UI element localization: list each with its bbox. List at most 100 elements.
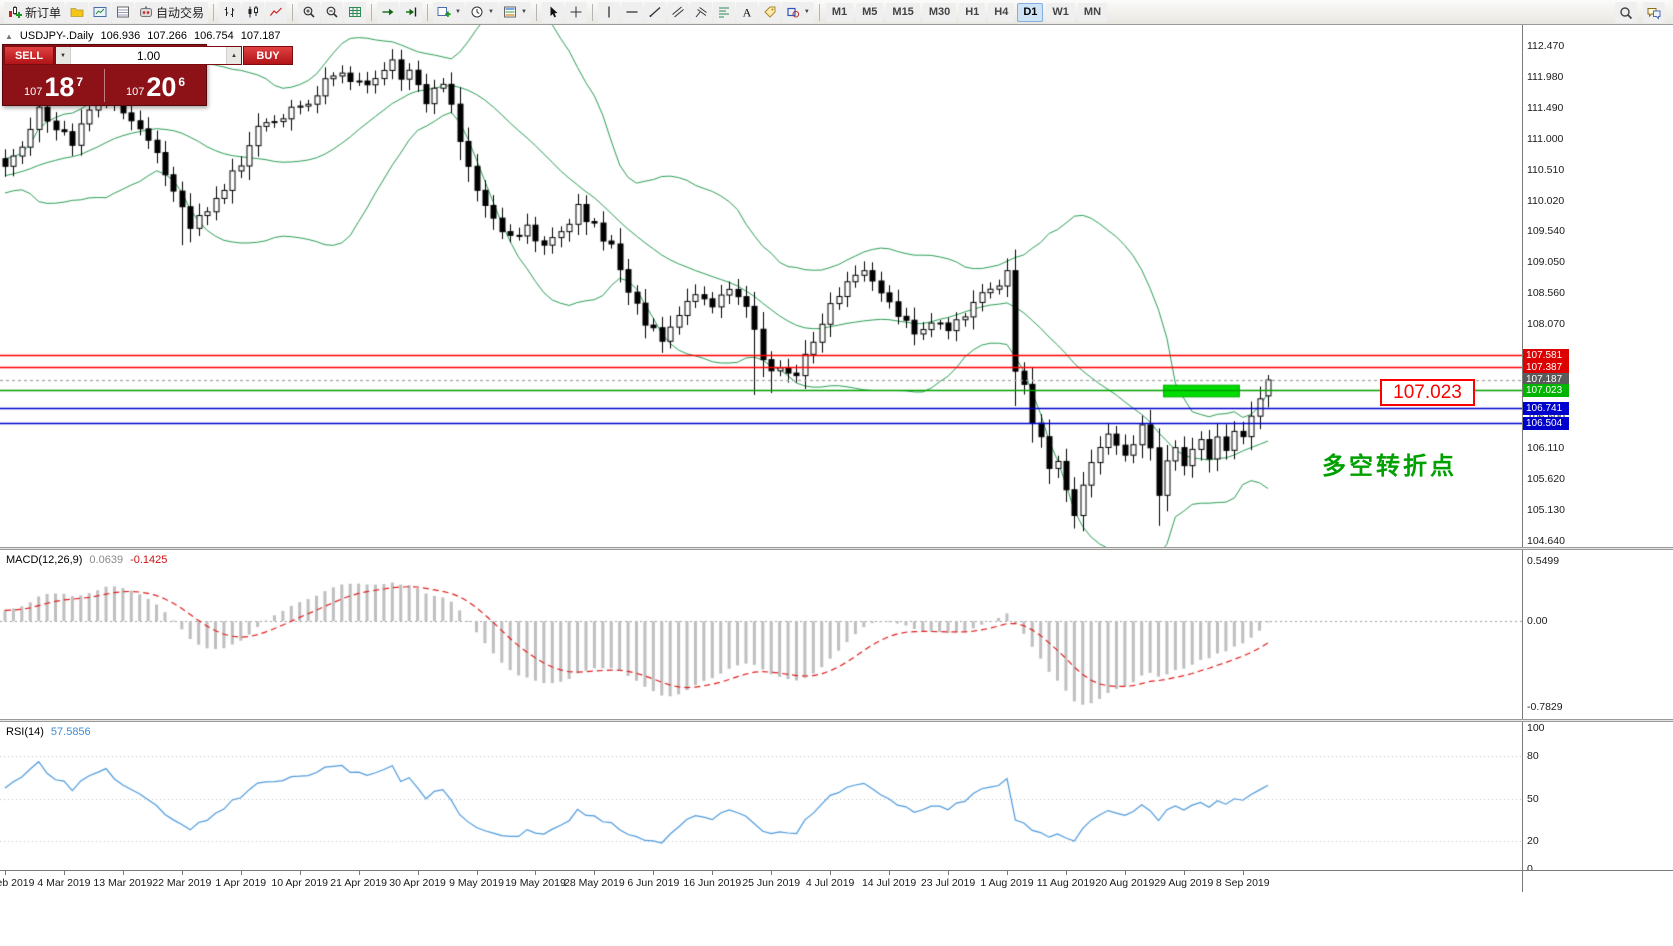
price-annotation-label[interactable]: 107.023: [1380, 379, 1475, 406]
time-axis-label: 4 Mar 2019: [37, 877, 91, 889]
panel-splitter[interactable]: [0, 719, 1673, 722]
price-line-badge[interactable]: 106.741: [1523, 401, 1569, 415]
macd-axis[interactable]: 0.5499 0.00 -0.7829: [1522, 550, 1569, 719]
time-axis-tick: [653, 871, 655, 875]
new-order-button[interactable]: 新订单: [4, 1, 66, 23]
price-line-badge[interactable]: 107.023: [1523, 383, 1569, 397]
time-axis-tick: [358, 871, 360, 875]
search-button[interactable]: [1615, 2, 1637, 23]
ohlc-high: 107.266: [147, 30, 188, 42]
andrews-pitchfork-button[interactable]: [689, 1, 712, 23]
charts-button[interactable]: [89, 1, 112, 23]
rsi-axis-label: 20: [1527, 834, 1539, 847]
time-axis-label: 13 Mar 2019: [93, 877, 153, 889]
label-icon: [764, 6, 776, 18]
price-line-badge[interactable]: 107.187: [1523, 373, 1569, 387]
buy-price[interactable]: 107 20 6: [105, 66, 206, 105]
timeframe-button-MN[interactable]: MN: [1077, 2, 1108, 22]
price-tick-label: 104.640: [1527, 535, 1565, 547]
timeframe-button-M5[interactable]: M5: [856, 2, 884, 22]
time-axis-label: 4 Jul 2019: [805, 877, 855, 889]
text-label-button[interactable]: [758, 1, 781, 23]
time-axis-tick: [948, 871, 950, 875]
trendline-icon: [649, 7, 661, 17]
new-chart-button[interactable]: ▼: [433, 1, 465, 23]
timeframe-button-M30[interactable]: M30: [922, 2, 957, 22]
fibonacci-button[interactable]: [712, 1, 735, 23]
price-tick-label: 111.980: [1527, 70, 1564, 83]
fibonacci-icon: [718, 7, 729, 18]
buy-price-prefix: 107: [125, 86, 145, 98]
time-axis-tick: [122, 871, 124, 875]
price-line-badge[interactable]: 106.504: [1523, 416, 1569, 430]
volume-decrease-button[interactable]: ▼: [56, 47, 71, 64]
chat-button[interactable]: [1643, 2, 1665, 23]
horizontal-line-icon: [626, 11, 638, 13]
time-axis-label: 23 Jul 2019: [920, 877, 976, 889]
volume-up-icon: ▲: [231, 52, 237, 59]
chart-shift-button[interactable]: [400, 1, 423, 23]
autotrading-button[interactable]: 自动交易: [135, 1, 209, 23]
sell-price[interactable]: 107 18 7: [3, 66, 104, 105]
volume-down-icon: ▼: [60, 52, 66, 59]
search-icon: [1620, 6, 1633, 19]
sell-price-prefix: 107: [23, 86, 43, 98]
time-axis-tick: [417, 871, 419, 875]
rsi-axis[interactable]: 100 80 50 20 0: [1522, 722, 1569, 875]
time-axis-tick: [535, 871, 537, 875]
grid-button[interactable]: [344, 1, 367, 23]
one-click-trading-panel: SELL ▼ ▲ BUY 107 18 7 107 20 6: [2, 44, 293, 106]
candle-chart-icon: [248, 6, 259, 18]
cursor-button[interactable]: [541, 1, 564, 23]
turning-point-annotation[interactable]: 多空转折点: [1322, 453, 1457, 480]
new-order-icon: [9, 6, 22, 18]
price-tick-label: 111.000: [1527, 132, 1564, 145]
time-axis-tick: [1242, 871, 1244, 875]
macd-panel: MACD(12,26,9) 0.0639 -0.1425 0.5499 0.00 -…: [0, 550, 1673, 719]
timeframe-button-H4[interactable]: H4: [988, 2, 1015, 22]
rsi-canvas[interactable]: [0, 722, 1522, 870]
price-chart-canvas[interactable]: [0, 25, 1522, 547]
time-axis-label: 21 Apr 2019: [330, 877, 387, 889]
bar-chart-button[interactable]: [219, 1, 242, 23]
zoom-in-button[interactable]: [298, 1, 321, 23]
buy-button[interactable]: BUY: [243, 46, 293, 65]
price-line-badge[interactable]: 107.387: [1523, 360, 1569, 374]
autotrading-button-label: 自动交易: [156, 5, 205, 20]
data-window-button[interactable]: [112, 1, 135, 23]
timeframe-button-D1[interactable]: D1: [1017, 2, 1044, 22]
price-axis[interactable]: 112.470 111.980 111.490 111.000 110.510 110.0…: [1522, 25, 1569, 547]
timeframe-button-W1[interactable]: W1: [1046, 2, 1075, 22]
periods-button[interactable]: ▼: [465, 1, 498, 23]
volume-increase-button[interactable]: ▲: [226, 47, 241, 64]
rsi-axis-label: 100: [1527, 722, 1545, 734]
price-line-badge[interactable]: 107.581: [1523, 348, 1569, 362]
time-axis-tick: [5, 871, 6, 875]
trendline-button[interactable]: [643, 1, 666, 23]
horizontal-line-button[interactable]: [620, 1, 643, 23]
one-click-toggle-icon[interactable]: ▲: [5, 31, 13, 41]
shapes-button[interactable]: ▼: [781, 1, 814, 23]
candle-chart-button[interactable]: [242, 1, 265, 23]
svg-text:A: A: [743, 6, 752, 20]
profiles-button[interactable]: [66, 1, 89, 23]
macd-canvas[interactable]: [0, 550, 1522, 719]
equidistant-channel-button[interactable]: [666, 1, 689, 23]
sell-button[interactable]: SELL: [4, 46, 54, 65]
price-chart-panel: ▲ USDJPY-.Daily 106.936 107.266 106.754 …: [0, 25, 1673, 547]
panel-splitter[interactable]: [0, 547, 1673, 550]
line-chart-button[interactable]: [265, 1, 288, 23]
zoom-out-button[interactable]: [321, 1, 344, 23]
vertical-line-button[interactable]: [597, 1, 620, 23]
text-button[interactable]: A: [735, 1, 758, 23]
templates-button[interactable]: ▼: [498, 1, 531, 23]
shapes-icon: [787, 7, 799, 18]
timeframe-button-M15[interactable]: M15: [886, 2, 920, 22]
volume-input[interactable]: [71, 47, 226, 64]
auto-scroll-button[interactable]: [377, 1, 400, 23]
timeframe-button-H1[interactable]: H1: [959, 2, 986, 22]
bar-chart-icon: [224, 7, 235, 17]
timeframe-button-M1[interactable]: M1: [825, 2, 854, 22]
crosshair-button[interactable]: [564, 1, 587, 23]
